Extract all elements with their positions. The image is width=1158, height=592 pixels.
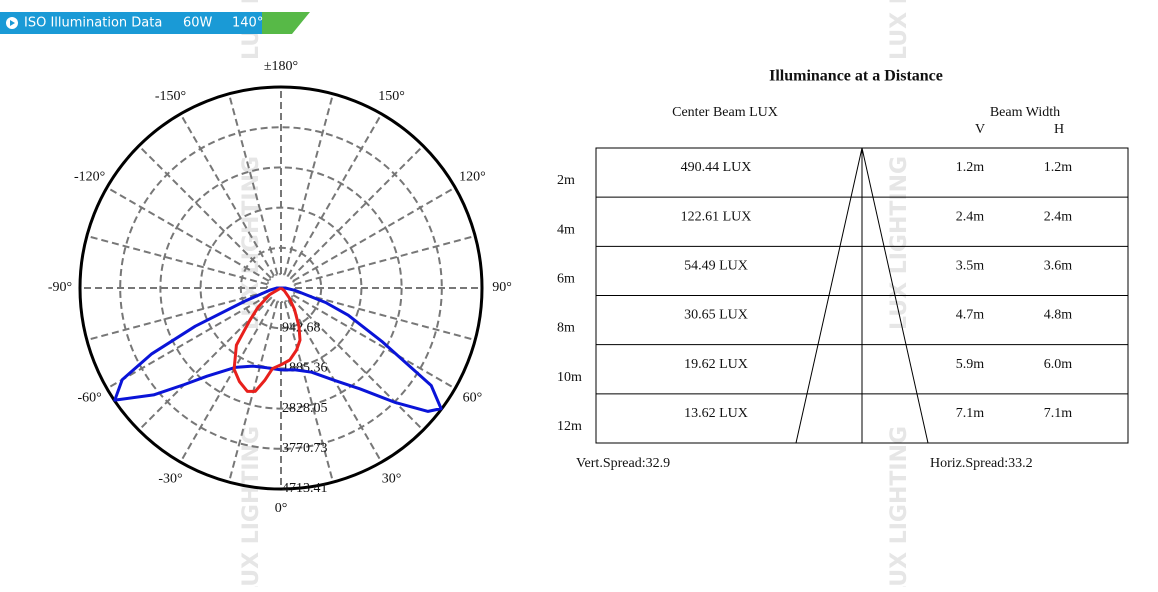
- lux-value: 54.49 LUX: [684, 259, 748, 274]
- angle-grid-line: [106, 294, 270, 390]
- header-icon-arrow: [10, 20, 15, 26]
- radial-grid-circle: [239, 246, 323, 330]
- vert-spread: Vert.Spread:32.9: [576, 456, 670, 471]
- header-angle: 140°: [232, 16, 263, 31]
- angle-tick-label: 30°: [382, 472, 402, 487]
- distance-label: 2m: [557, 173, 575, 188]
- angle-tick-label: -30°: [158, 472, 182, 487]
- watermark-text: LUX LIGHTING: [887, 0, 912, 60]
- radial-grid-circle: [159, 166, 403, 410]
- lux-value: 30.65 LUX: [684, 308, 748, 323]
- angle-grid-line: [292, 186, 456, 282]
- distance-label: 8m: [557, 321, 575, 336]
- watermark-text: LUX LIGHTING: [887, 426, 912, 587]
- lux-value: 490.44 LUX: [681, 160, 752, 175]
- h-width: 1.2m: [1044, 160, 1073, 175]
- header: ISO Illumination Data 60W 140°: [0, 12, 310, 34]
- minor-spoke: [138, 297, 272, 431]
- v-header: V: [975, 122, 985, 137]
- minor-spoke: [294, 235, 476, 286]
- lux-value: 19.62 LUX: [684, 357, 748, 372]
- watermark-text: LUX LIGHTING: [239, 426, 264, 587]
- header-title: ISO Illumination Data: [24, 16, 162, 31]
- v-width: 4.7m: [956, 308, 985, 323]
- intensity-curve: [113, 286, 443, 413]
- angle-tick-label: 150°: [378, 89, 405, 104]
- minor-spoke: [228, 93, 279, 275]
- angle-tick-label: 60°: [463, 391, 483, 406]
- distance-label: 10m: [557, 370, 582, 385]
- angle-tick-label: -150°: [155, 89, 186, 104]
- width-header: Beam Width: [990, 105, 1060, 120]
- angle-grid-line: [287, 113, 383, 277]
- angle-tick-label: ±180°: [264, 59, 298, 74]
- v-width: 2.4m: [956, 209, 985, 224]
- angle-tick-label: 120°: [459, 170, 486, 185]
- h-width: 6.0m: [1044, 357, 1073, 372]
- minor-spoke: [283, 301, 334, 483]
- angle-tick-label: -60°: [77, 391, 101, 406]
- angle-tick-label: -90°: [48, 280, 72, 295]
- lux-header: Center Beam LUX: [672, 105, 778, 120]
- angle-grid-line: [106, 186, 270, 282]
- v-width: 5.9m: [956, 357, 985, 372]
- h-header: H: [1054, 122, 1064, 137]
- angle-grid-line: [292, 294, 456, 390]
- minor-spoke: [290, 145, 424, 279]
- h-width: 7.1m: [1044, 406, 1073, 421]
- angle-tick-label: 0°: [275, 501, 288, 516]
- h-width: 2.4m: [1044, 209, 1073, 224]
- watermark-text: LUX LIGHTING: [887, 156, 912, 330]
- distance-label: 12m: [557, 419, 582, 434]
- intensity-curve: [232, 286, 302, 393]
- watermark-layer: LUX LIGHTING LUX LIGHTING LUX LIGHTING LUX …: [239, 0, 912, 592]
- outer-ring: [78, 85, 484, 491]
- table-title: Illuminance at a Distance: [769, 68, 943, 85]
- h-width: 3.6m: [1044, 259, 1073, 274]
- v-width: 3.5m: [956, 259, 985, 274]
- v-width: 7.1m: [956, 406, 985, 421]
- minor-spoke: [283, 93, 334, 275]
- horiz-spread: Horiz.Spread:33.2: [930, 456, 1033, 471]
- distance-label: 4m: [557, 222, 575, 237]
- minor-spoke: [294, 290, 476, 341]
- radial-tick-label: 2828.05: [282, 401, 328, 416]
- radial-tick-label: 942.68: [282, 320, 321, 335]
- illuminance-table: Illuminance at a Distance Center Beam LU…: [557, 68, 1129, 471]
- angle-grid-line: [179, 113, 275, 277]
- minor-spoke: [86, 235, 268, 286]
- angle-tick-label: 90°: [492, 280, 512, 295]
- header-power: 60W: [183, 16, 213, 31]
- minor-spoke: [138, 145, 272, 279]
- radial-tick-label: 1885.36: [282, 361, 328, 376]
- minor-spoke: [290, 297, 424, 431]
- minor-spoke: [86, 290, 268, 341]
- header-accent: [262, 12, 310, 34]
- lux-value: 13.62 LUX: [684, 406, 748, 421]
- lux-value: 122.61 LUX: [681, 209, 752, 224]
- h-width: 4.8m: [1044, 308, 1073, 323]
- angle-tick-label: -120°: [74, 170, 105, 185]
- distance-label: 6m: [557, 272, 575, 287]
- radial-grid-circle: [119, 126, 443, 450]
- polar-chart: 942.68 1885.36 2828.05 3770.73 4713.41 ±180° -…: [48, 59, 512, 516]
- v-width: 1.2m: [956, 160, 985, 175]
- radial-tick-label: 3770.73: [282, 441, 328, 456]
- angle-grid-line: [179, 299, 275, 463]
- header-bar: [0, 12, 262, 34]
- radial-tick-label: 4713.41: [282, 481, 328, 496]
